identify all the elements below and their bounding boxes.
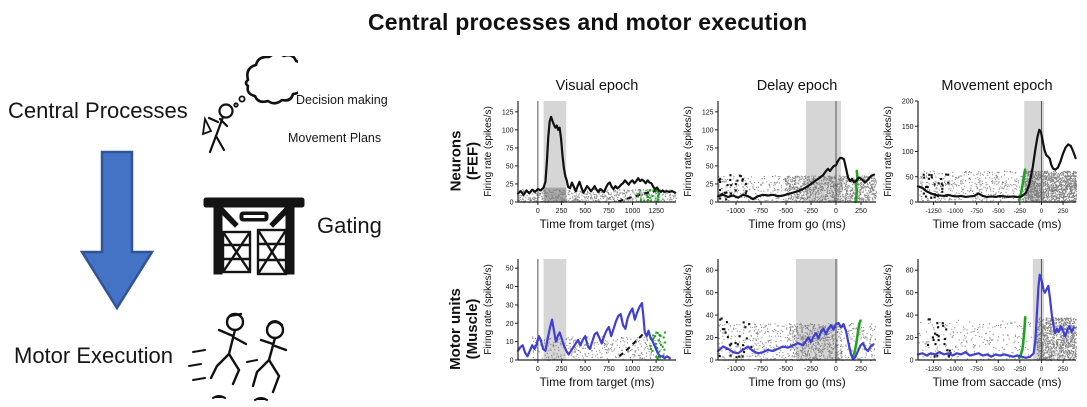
svg-text:100: 100 bbox=[902, 149, 914, 156]
svg-text:0: 0 bbox=[710, 200, 714, 207]
svg-text:-750: -750 bbox=[754, 208, 768, 215]
chart-cell-muscle-target: 0 10 20 30 40 50 0 250 500 750 1000 1250 Time from t… bbox=[482, 256, 682, 402]
svg-text:250: 250 bbox=[855, 208, 867, 215]
chart-fef-delay: 0 25 50 75 100 125 -1000 -750 -500 -250 0 250 Time f… bbox=[683, 101, 878, 231]
svg-text:10: 10 bbox=[506, 339, 514, 346]
svg-text:Time from target (ms): Time from target (ms) bbox=[540, 217, 655, 231]
gate-icon bbox=[203, 197, 305, 276]
svg-text:20: 20 bbox=[506, 321, 514, 328]
svg-text:200: 200 bbox=[902, 99, 914, 106]
svg-text:30: 30 bbox=[506, 302, 514, 309]
svg-text:-1250: -1250 bbox=[925, 208, 942, 215]
svg-text:1250: 1250 bbox=[648, 208, 664, 215]
svg-text:500: 500 bbox=[579, 366, 591, 373]
svg-text:Firing rate (spikes/s): Firing rate (spikes/s) bbox=[883, 106, 894, 197]
svg-text:125: 125 bbox=[502, 109, 514, 116]
svg-text:0: 0 bbox=[510, 358, 514, 365]
svg-text:0: 0 bbox=[1040, 208, 1044, 215]
svg-text:-250: -250 bbox=[804, 208, 818, 215]
svg-text:100: 100 bbox=[502, 127, 514, 134]
svg-text:750: 750 bbox=[603, 366, 615, 373]
svg-text:1000: 1000 bbox=[625, 366, 641, 373]
svg-text:1000: 1000 bbox=[625, 208, 641, 215]
svg-text:500: 500 bbox=[579, 208, 591, 215]
svg-text:25: 25 bbox=[506, 181, 514, 188]
svg-text:0: 0 bbox=[536, 208, 540, 215]
chart-cell-fef-movement: Movement epoch 0 50 100 150 200 -1250 -1000 -75… bbox=[882, 78, 1082, 244]
svg-text:-500: -500 bbox=[992, 208, 1005, 215]
svg-text:50: 50 bbox=[506, 266, 514, 273]
chart-cell-fef-visual: Visual epoch 0 25 50 75 100 125 0 250 500 750 1000… bbox=[482, 78, 682, 244]
row-label-neurons-fef: Neurons (FEF) bbox=[447, 130, 481, 192]
row-label-motor-units-muscle: Motor units (Muscle) bbox=[447, 288, 481, 370]
charts-row-neurons: Neurons (FEF) Visual epoch 0 25 50 75 100 125… bbox=[446, 78, 1082, 244]
svg-text:150: 150 bbox=[902, 124, 914, 131]
decision-making-label: Decision making bbox=[296, 93, 388, 107]
charts-row-motor-units: Motor units (Muscle) 0 10 20 30 40 50 0 250 500 7… bbox=[446, 256, 1082, 402]
svg-text:0: 0 bbox=[536, 366, 540, 373]
svg-text:1250: 1250 bbox=[648, 366, 664, 373]
svg-text:0: 0 bbox=[910, 200, 914, 207]
svg-text:25: 25 bbox=[706, 181, 714, 188]
svg-text:75: 75 bbox=[506, 145, 514, 152]
svg-text:Firing rate (spikes/s): Firing rate (spikes/s) bbox=[483, 264, 494, 355]
svg-text:0: 0 bbox=[834, 208, 838, 215]
svg-text:750: 750 bbox=[603, 208, 615, 215]
chart-cell-muscle-go: 0 20 40 60 80 -1000 -750 -500 -250 0 250 Time from … bbox=[682, 256, 882, 402]
svg-text:125: 125 bbox=[702, 109, 714, 116]
chart-cell-muscle-saccade: 0 20 40 60 80 -1250 -1000 -750 -500 -250 0 250 Time … bbox=[882, 256, 1082, 402]
svg-text:Firing rate (spikes/s): Firing rate (spikes/s) bbox=[683, 106, 694, 197]
motor-execution-label: Motor Execution bbox=[14, 343, 173, 368]
central-processes-label: Central Processes bbox=[8, 98, 188, 123]
chart-title-movement-epoch: Movement epoch bbox=[941, 78, 1053, 94]
svg-text:Time from go (ms): Time from go (ms) bbox=[748, 217, 846, 231]
down-arrow-icon bbox=[79, 150, 155, 311]
thinking-person-icon bbox=[201, 56, 298, 154]
svg-text:Firing rate (spikes/s): Firing rate (spikes/s) bbox=[483, 106, 494, 197]
svg-text:-250: -250 bbox=[1014, 208, 1027, 215]
figure-title: Central processes and motor execution bbox=[368, 9, 808, 35]
svg-text:75: 75 bbox=[706, 145, 714, 152]
svg-text:40: 40 bbox=[506, 284, 514, 291]
chart-cell-fef-delay: Delay epoch 0 25 50 75 100 125 -1000 -750 -500 -2… bbox=[682, 78, 882, 244]
gating-label: Gating bbox=[317, 213, 382, 238]
svg-text:250: 250 bbox=[1058, 208, 1069, 215]
svg-text:50: 50 bbox=[906, 174, 914, 181]
svg-text:Time from target (ms): Time from target (ms) bbox=[540, 375, 655, 389]
running-people-icon bbox=[188, 312, 288, 401]
svg-text:50: 50 bbox=[706, 163, 714, 170]
svg-text:100: 100 bbox=[702, 127, 714, 134]
chart-title-visual-epoch: Visual epoch bbox=[555, 78, 639, 94]
movement-plans-label: Movement Plans bbox=[288, 131, 382, 145]
charts-panel: Neurons (FEF) Visual epoch 0 25 50 75 100 125… bbox=[446, 78, 1082, 402]
svg-text:-750: -750 bbox=[970, 208, 983, 215]
svg-text:0: 0 bbox=[510, 200, 514, 207]
svg-text:250: 250 bbox=[556, 208, 568, 215]
svg-text:Time from saccade (ms): Time from saccade (ms) bbox=[933, 217, 1062, 231]
svg-text:-1000: -1000 bbox=[947, 208, 964, 215]
chart-fef-movement: 0 50 100 150 200 -1250 -1000 -750 -500 -250 0 250 Ti… bbox=[883, 99, 1078, 231]
svg-text:250: 250 bbox=[556, 366, 568, 373]
svg-text:50: 50 bbox=[506, 163, 514, 170]
svg-text:-1000: -1000 bbox=[727, 208, 745, 215]
svg-text:-500: -500 bbox=[779, 208, 793, 215]
chart-title-delay-epoch: Delay epoch bbox=[756, 78, 838, 94]
